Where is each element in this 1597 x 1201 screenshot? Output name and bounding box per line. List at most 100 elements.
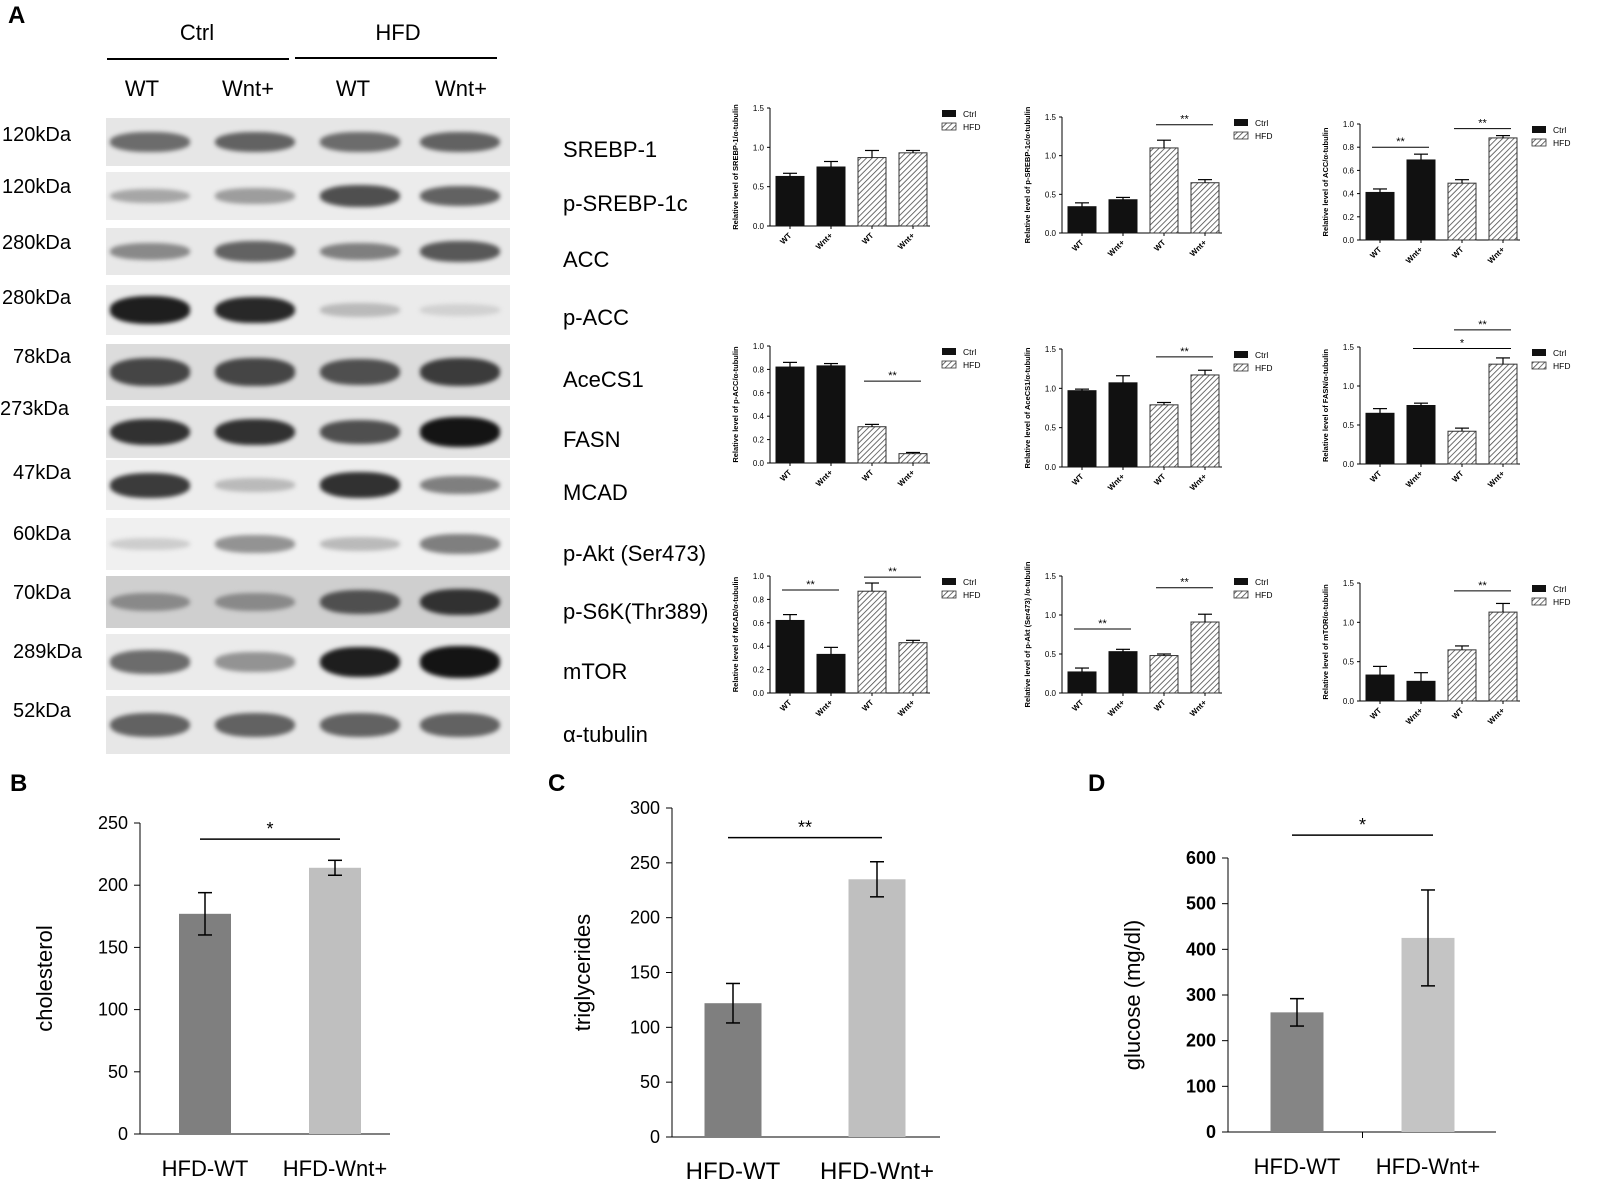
y-tick-label: 0.2 xyxy=(753,436,765,445)
blot-protein-label: p-ACC xyxy=(563,305,630,330)
x-tick-label: WT xyxy=(1450,245,1465,260)
x-tick-label: Wnt+ xyxy=(1106,698,1127,719)
blot-band xyxy=(215,712,295,738)
bar xyxy=(1067,671,1097,694)
bar xyxy=(1190,621,1220,694)
blot-band xyxy=(420,417,500,447)
bar xyxy=(1149,147,1179,234)
blot-kda-label: 78kDa xyxy=(13,346,71,368)
bar xyxy=(857,157,887,227)
panel-label-d: D xyxy=(1088,770,1106,797)
x-tick-label: WT xyxy=(1152,698,1167,713)
y-tick-label: 250 xyxy=(630,853,660,873)
lane-label-4: Wnt+ xyxy=(435,76,487,101)
x-tick-label: WT xyxy=(1450,469,1465,484)
blot-band xyxy=(215,478,295,492)
bar xyxy=(775,366,805,464)
x-tick-label: Wnt+ xyxy=(814,231,835,252)
y-tick-label: 1.0 xyxy=(1045,384,1057,393)
y-tick-label: 600 xyxy=(1186,848,1216,868)
y-axis-label: triglycerides xyxy=(570,914,595,1031)
legend-swatch-ctrl xyxy=(942,110,956,117)
blot-strip xyxy=(106,460,510,510)
blot-protein-label: p-S6K(Thr389) xyxy=(563,599,709,624)
blot-band xyxy=(320,646,400,678)
y-tick-label: 100 xyxy=(98,1000,128,1020)
x-tick-label: Wnt+ xyxy=(814,698,835,719)
bar xyxy=(1270,1012,1324,1132)
blot-kda-label: 60kDa xyxy=(13,523,71,545)
x-tick-label: WT xyxy=(1368,245,1383,260)
y-tick-label: 1.0 xyxy=(1343,618,1355,627)
significance-label: ** xyxy=(1478,118,1487,130)
x-tick-label: Wnt+ xyxy=(896,468,917,489)
x-tick-label: HFD-WT xyxy=(686,1158,781,1185)
blot-band xyxy=(420,712,500,738)
x-tick-label: Wnt+ xyxy=(1486,245,1507,266)
y-tick-label: 0.2 xyxy=(1343,213,1355,222)
y-tick-label: 1.5 xyxy=(1343,579,1355,588)
panel-label-a: A xyxy=(8,2,26,29)
bar xyxy=(816,166,846,227)
x-tick-label: WT xyxy=(1070,472,1085,487)
blot-protein-label: AceCS1 xyxy=(563,367,644,392)
bar xyxy=(1365,412,1395,465)
blot-kda-label: 280kDa xyxy=(2,287,71,309)
legend-swatch-ctrl xyxy=(942,348,956,355)
blot-band xyxy=(110,712,190,738)
group-label-hfd: HFD xyxy=(375,20,421,45)
y-tick-label: 0.5 xyxy=(753,183,765,192)
blot-band xyxy=(420,185,500,207)
legend-swatch-hfd xyxy=(1233,131,1249,140)
y-tick-label: 0.4 xyxy=(753,642,765,651)
blot-band xyxy=(420,646,500,678)
y-tick-label: 0.0 xyxy=(1343,697,1355,706)
bar xyxy=(898,453,928,464)
y-axis-label: Relative level of mTOR/α-tubulin xyxy=(1321,584,1330,700)
x-tick-label: Wnt+ xyxy=(1486,706,1507,727)
legend-swatch-ctrl xyxy=(1532,126,1546,133)
group-line-hfd xyxy=(295,57,497,59)
blot-protein-label: ACC xyxy=(563,246,610,272)
blot-protein-label: SREBP-1 xyxy=(563,137,658,162)
y-tick-label: 0 xyxy=(118,1124,128,1144)
y-tick-label: 1.5 xyxy=(1045,572,1057,581)
blot-band xyxy=(215,358,295,386)
legend-label: Ctrl xyxy=(963,347,976,357)
y-tick-label: 400 xyxy=(1186,939,1216,959)
y-tick-label: 1.0 xyxy=(1045,611,1057,620)
bar xyxy=(1447,649,1477,702)
blot-strip xyxy=(106,285,510,335)
blot-protein-label: p-SREBP-1c xyxy=(563,191,688,216)
bar xyxy=(1488,137,1518,241)
y-tick-label: 0.0 xyxy=(753,459,765,468)
blot-strip xyxy=(106,118,510,166)
x-tick-label: HFD-WT xyxy=(1254,1154,1341,1179)
blot-protein-label: MCAD xyxy=(563,480,628,505)
bar xyxy=(1149,655,1179,694)
legend-label: HFD xyxy=(1255,363,1272,373)
y-tick-label: 0.5 xyxy=(1343,658,1355,667)
y-tick-label: 0 xyxy=(650,1127,660,1147)
y-tick-label: 0 xyxy=(1206,1122,1216,1142)
x-tick-label: Wnt+ xyxy=(814,468,835,489)
legend-swatch-hfd xyxy=(1233,590,1249,599)
y-axis-label: cholesterol xyxy=(32,925,57,1031)
x-tick-label: Wnt+ xyxy=(1106,238,1127,259)
legend-swatch-hfd xyxy=(1531,361,1547,370)
lane-label-3: WT xyxy=(335,76,371,101)
blot-kda-label: 120kDa xyxy=(2,124,71,146)
bar xyxy=(1406,405,1436,465)
x-tick-label: WT xyxy=(778,698,793,713)
significance-label: ** xyxy=(798,818,812,838)
blot-band xyxy=(110,358,190,386)
x-tick-label: WT xyxy=(778,468,793,483)
bar xyxy=(1190,374,1220,468)
bar xyxy=(1365,674,1395,702)
blot-band xyxy=(215,652,295,672)
bar xyxy=(1108,382,1138,468)
bar xyxy=(309,867,361,1134)
bar xyxy=(857,590,887,694)
y-tick-label: 200 xyxy=(1186,1031,1216,1051)
